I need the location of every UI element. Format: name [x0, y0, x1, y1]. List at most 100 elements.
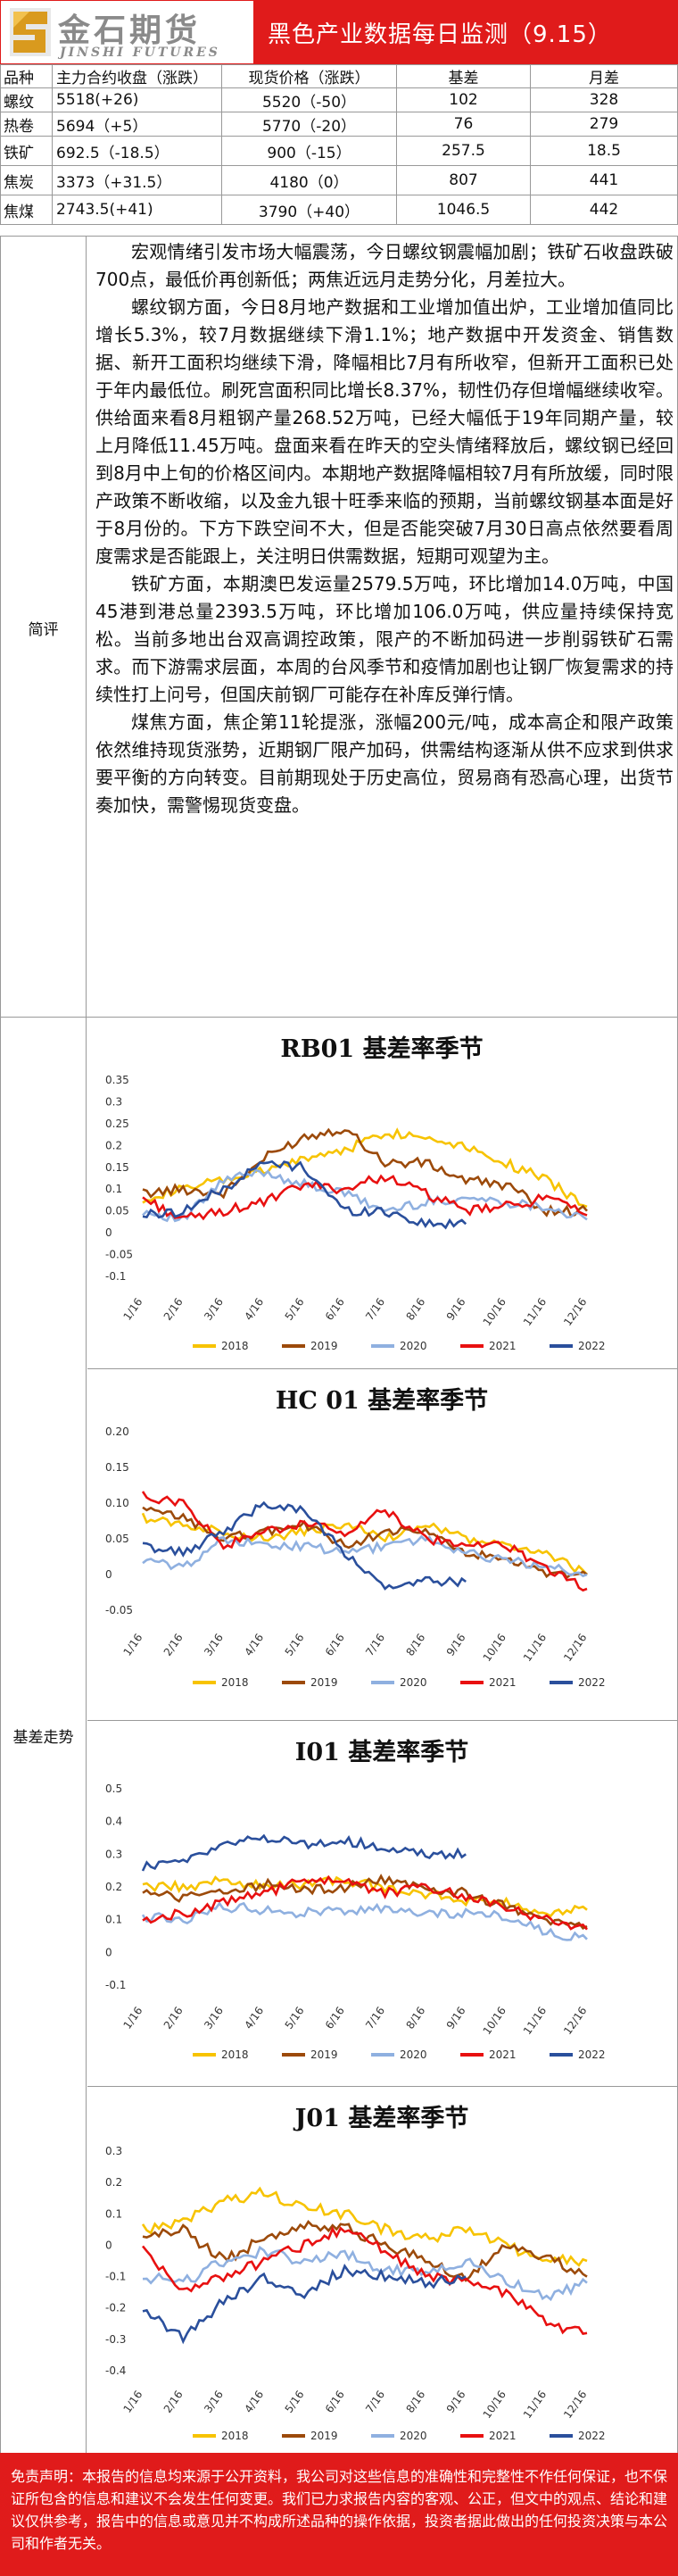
x-tick-label: 7/16 — [363, 1632, 387, 1658]
legend-label: 2019 — [310, 1340, 338, 1352]
x-tick-label: 9/16 — [444, 2389, 468, 2415]
table-cell: 441 — [530, 165, 678, 195]
y-tick-label: 0.25 — [105, 1118, 129, 1130]
column-header: 品种 — [0, 64, 53, 88]
series-line-2020 — [142, 1534, 588, 1578]
chart-title: J01 基差率季节 — [294, 2104, 469, 2132]
table-cell: 76 — [396, 112, 531, 137]
y-tick-label: 0.05 — [105, 1205, 129, 1217]
column-header: 月差 — [530, 64, 678, 88]
series-line-2022 — [142, 1500, 467, 1591]
x-tick-label: 4/16 — [242, 1296, 266, 1323]
y-tick-label: 0.20 — [105, 1425, 129, 1438]
x-tick-label: 12/16 — [561, 2389, 589, 2421]
x-tick-label: 10/16 — [481, 1632, 508, 1664]
x-tick-label: 5/16 — [283, 1296, 307, 1323]
chart-panel-j01: J01 基差率季节 0.3 0.2 0.1 0 -0.1 -0.2 -0.3 -0.4 1/16 2… — [87, 2087, 677, 2453]
series-line-2018 — [142, 1127, 588, 1209]
table-cell: 螺纹 — [0, 87, 53, 112]
y-tick-label: 0.1 — [105, 1914, 122, 1926]
x-tick-label: 8/16 — [403, 2389, 427, 2415]
legend-label: 2020 — [400, 1676, 427, 1689]
x-tick-label: 9/16 — [444, 1296, 468, 1323]
y-tick-label: 0 — [105, 2239, 112, 2251]
x-tick-label: 10/16 — [481, 2005, 508, 2037]
table-cell: 102 — [396, 87, 531, 112]
table-cell: 3373（+31.5） — [52, 165, 222, 195]
x-tick-label: 2/16 — [161, 2389, 186, 2415]
x-tick-label: 9/16 — [444, 1632, 468, 1658]
y-tick-label: 0 — [105, 1568, 112, 1581]
x-tick-label: 8/16 — [403, 1632, 427, 1658]
legend-label: 2019 — [310, 2048, 338, 2061]
x-tick-label: 8/16 — [403, 1296, 427, 1323]
x-tick-label: 2/16 — [161, 1296, 186, 1323]
y-tick-label: 0.15 — [105, 1161, 129, 1174]
x-tick-label: 3/16 — [202, 1296, 226, 1323]
table-cell: 692.5（-18.5） — [52, 136, 222, 166]
y-tick-label: 0.5 — [105, 1782, 122, 1795]
y-tick-label: -0.2 — [105, 2302, 126, 2314]
x-tick-label: 11/16 — [521, 1632, 549, 1664]
x-tick-label: 12/16 — [561, 2005, 589, 2037]
series-line-2020 — [142, 1168, 588, 1223]
y-tick-label: 0.05 — [105, 1533, 129, 1545]
table-cell: 5694（+5） — [52, 112, 222, 137]
x-tick-label: 4/16 — [242, 2005, 266, 2032]
x-tick-label: 3/16 — [202, 2389, 226, 2415]
y-tick-label: 0.1 — [105, 2207, 122, 2220]
j01-basis-chart: J01 基差率季节 0.3 0.2 0.1 0 -0.1 -0.2 -0.3 -0.4 1/16 2… — [105, 2104, 606, 2442]
table-cell: 279 — [530, 112, 678, 137]
x-tick-label: 1/16 — [121, 1296, 145, 1323]
y-tick-label: 0.2 — [105, 1139, 122, 1151]
page-title: 黑色产业数据每日监测（9.15） — [268, 21, 612, 48]
x-tick-label: 7/16 — [363, 2005, 387, 2032]
table-cell: 4180（0） — [221, 165, 397, 195]
report-header: 金石期货 JINSHI FUTURES 黑色产业数据每日监测（9.15） — [0, 0, 678, 64]
table-cell: 328 — [530, 87, 678, 112]
y-tick-label: -0.05 — [105, 1604, 133, 1616]
legend-label: 2021 — [489, 1340, 517, 1352]
x-tick-label: 6/16 — [323, 2005, 347, 2032]
table-cell: 焦煤 — [0, 195, 53, 225]
table-cell: 5770（-20） — [221, 112, 397, 137]
commentary-paragraph: 铁矿方面，本期澳巴发运量2579.5万吨，环比增加14.0万吨，中国45港到港总… — [95, 573, 674, 705]
basis-section: 基差走势 RB01 基差率季节 0.35 0.3 0.25 0.2 0.15 0.1 0.05… — [0, 1018, 678, 2453]
table-header-row: 品种 主力合约收盘（涨跌） 现货价格（涨跌） 基差 月差 — [0, 64, 678, 88]
y-tick-label: 0 — [105, 1226, 112, 1239]
table-cell: 焦炭 — [0, 165, 53, 195]
x-tick-label: 12/16 — [561, 1632, 589, 1664]
y-tick-label: 0 — [105, 1946, 112, 1958]
series-line-2022 — [142, 1159, 467, 1230]
x-tick-label: 4/16 — [242, 2389, 266, 2415]
series-line-2021 — [142, 1174, 588, 1221]
chart-panel-rb01: RB01 基差率季节 0.35 0.3 0.25 0.2 0.15 0.1 0.05 0 -0.0… — [87, 1018, 677, 1369]
x-tick-label: 1/16 — [121, 1632, 145, 1658]
x-tick-label: 10/16 — [481, 2389, 508, 2421]
y-tick-label: 0.2 — [105, 2176, 122, 2189]
disclaimer: 免责声明：本报告的信息均来源于公开资料，我公司对这些信息的准确性和完整性不作任何… — [0, 2453, 678, 2576]
logo-chinese-name: 金石期货 — [58, 12, 202, 49]
y-tick-label: -0.3 — [105, 2333, 126, 2346]
column-header: 基差 — [396, 64, 531, 88]
chart-title: HC 01 基差率季节 — [276, 1386, 488, 1415]
x-tick-label: 5/16 — [283, 1632, 307, 1658]
x-tick-label: 7/16 — [363, 2389, 387, 2415]
y-tick-label: -0.1 — [105, 1270, 126, 1283]
table-cell: 18.5 — [530, 136, 678, 166]
y-tick-label: -0.05 — [105, 1249, 133, 1261]
table-cell: 3790（+40） — [221, 195, 397, 225]
table-cell: 900（-15） — [221, 136, 397, 166]
x-tick-label: 6/16 — [323, 2389, 347, 2415]
legend-label: 2018 — [221, 2430, 249, 2442]
series-line-2021 — [141, 2226, 588, 2336]
x-tick-label: 3/16 — [202, 1632, 226, 1658]
y-tick-label: -0.1 — [105, 1979, 126, 1991]
hc01-basis-chart: HC 01 基差率季节 0.20 0.15 0.10 0.05 0 -0.05 1/16 2/1… — [105, 1386, 606, 1689]
y-tick-label: -0.1 — [105, 2271, 126, 2283]
x-tick-label: 12/16 — [561, 1296, 589, 1328]
i01-basis-chart: I01 基差率季节 0.5 0.4 0.3 0.2 0.1 0 -0.1 1/16 2/16 3/1… — [105, 1738, 606, 2061]
legend-label: 2020 — [400, 2430, 427, 2442]
legend-label: 2022 — [578, 2048, 606, 2061]
logo-english-name: JINSHI FUTURES — [60, 46, 220, 60]
